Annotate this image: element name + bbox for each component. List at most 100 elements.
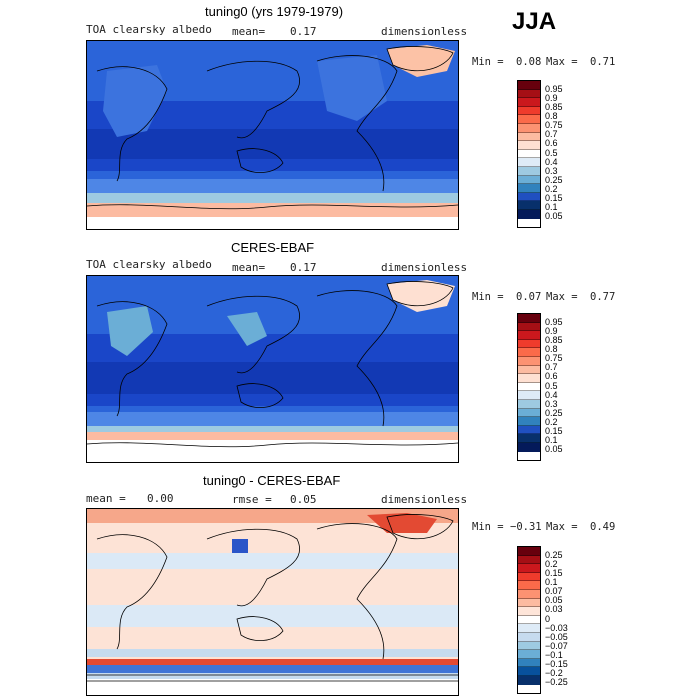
colorbar-tick-label: −0.1 [545, 650, 563, 660]
colorbar-swatch [518, 607, 540, 616]
colorbar-swatch [518, 598, 540, 608]
colorbar-tick-label: 0.75 [545, 120, 563, 131]
colorbar-tick-label: 0.15 [545, 426, 563, 437]
colorbar-tick-label: 0.25 [545, 174, 563, 185]
colorbar-tick-label: 0.8 [545, 344, 558, 354]
colorbar-swatch [518, 98, 540, 107]
colorbar-tick-label: 0.7 [545, 129, 558, 140]
colorbar-swatch [518, 322, 540, 332]
colorbar-tick-label: 0.1 [545, 435, 558, 446]
colorbar-tick-label: 0.3 [545, 398, 558, 409]
colorbar-tick-label: 0.7 [545, 362, 558, 373]
panel-1-min-label: Min = [472, 56, 504, 68]
colorbar-swatch [518, 391, 540, 400]
panel-1-max-label: Max = [546, 56, 578, 68]
colorbar-swatch [518, 175, 540, 185]
panel-1-map [86, 40, 459, 230]
colorbar-tick-label: 0.4 [545, 156, 558, 167]
colorbar-tick-label: 0.15 [545, 193, 563, 204]
panel-3-colorbar [517, 546, 541, 694]
panel-2-map-svg [87, 276, 458, 462]
colorbar-swatch [518, 89, 540, 99]
colorbar-swatch [518, 667, 540, 676]
panel-3-mean-label: mean = [86, 492, 126, 505]
panel-2-max-label: Max = [546, 291, 578, 303]
colorbar-swatch [518, 348, 540, 357]
colorbar-tick-label: 0.1 [545, 202, 558, 213]
colorbar-tick-label: 0.05 [545, 444, 563, 455]
panel-3-units: dimensionless [381, 493, 468, 506]
colorbar-swatch [518, 615, 540, 625]
panel-2-variable: TOA clearsky albedo [86, 258, 212, 271]
colorbar-tick-label: 0.2 [545, 184, 558, 194]
colorbar-swatch [518, 106, 540, 116]
colorbar-swatch [518, 132, 540, 142]
panel-2-colorbar [517, 313, 541, 461]
colorbar-tick-label: 0.6 [545, 371, 558, 382]
colorbar-tick-label: −0.05 [545, 631, 568, 642]
colorbar-swatch [518, 192, 540, 202]
panel-3-mean-value: 0.00 [147, 492, 174, 505]
panel-3-max-label: Max = [546, 521, 578, 533]
colorbar-swatch [518, 650, 540, 659]
colorbar-swatch [518, 339, 540, 349]
panel-2-mean-label: mean= [232, 261, 266, 274]
colorbar-swatch [518, 675, 540, 685]
colorbar-swatch [518, 417, 540, 426]
colorbar-swatch [518, 314, 540, 323]
colorbar-tick-label: 0.8 [545, 111, 558, 121]
colorbar-swatch [518, 564, 540, 573]
colorbar-swatch [518, 141, 540, 150]
colorbar-swatch [518, 331, 540, 340]
panel-2-mean-value: 0.17 [290, 261, 317, 274]
colorbar-tick-label: 0.9 [545, 325, 558, 336]
colorbar-swatch [518, 184, 540, 193]
colorbar-tick-label: 0.85 [545, 101, 563, 112]
panel-3-map [86, 508, 459, 696]
colorbar-swatch [518, 555, 540, 565]
colorbar-tick-label: 0.5 [545, 147, 558, 158]
colorbar-swatch [518, 547, 540, 556]
colorbar-swatch [518, 632, 540, 642]
colorbar-tick-label: 0.25 [545, 407, 563, 418]
panel-2-max-value: 0.77 [590, 291, 616, 303]
colorbar-tick-label: −0.03 [545, 622, 568, 633]
colorbar-tick-label: 0.4 [545, 389, 558, 400]
panel-2-units: dimensionless [381, 261, 468, 274]
colorbar-swatch [518, 158, 540, 167]
colorbar-swatch [518, 572, 540, 582]
colorbar-swatch [518, 408, 540, 418]
panel-3-map-svg [87, 509, 458, 695]
panel-3-title: tuning0 - CERES-EBAF [203, 473, 341, 488]
colorbar-tick-label: 0.5 [545, 380, 558, 391]
panel-3-rmse-label: rmse = [232, 493, 272, 506]
colorbar-swatch [518, 624, 540, 633]
colorbar-swatch [518, 425, 540, 435]
colorbar-tick-label: −0.2 [545, 668, 563, 679]
panel-3-min-label: Min = [472, 521, 504, 533]
colorbar-swatch [518, 641, 540, 651]
panel-3-max-value: 0.49 [590, 521, 616, 533]
colorbar-swatch [518, 201, 540, 210]
panel-3-min-value: −0.31 [510, 521, 542, 533]
colorbar-swatch [518, 589, 540, 599]
colorbar-tick-label: 0 [545, 613, 551, 624]
colorbar-tick-label: 0.2 [545, 417, 558, 427]
colorbar-tick-label: 0.85 [545, 334, 563, 345]
panel-1-min-value: 0.08 [516, 56, 542, 68]
colorbar-tick-label: 0.15 [545, 567, 563, 578]
colorbar-swatch [518, 123, 540, 133]
panel-1-mean-value: 0.17 [290, 25, 317, 38]
colorbar-swatch [518, 81, 540, 90]
colorbar-swatch [518, 374, 540, 383]
colorbar-swatch [518, 399, 540, 409]
panel-1-title: tuning0 (yrs 1979-1979) [205, 4, 344, 19]
panel-1-units: dimensionless [381, 25, 468, 38]
colorbar-tick-label: 0.9 [545, 92, 558, 103]
panel-2-min-value: 0.07 [516, 291, 542, 303]
colorbar-swatch [518, 115, 540, 124]
colorbar-tick-label: 0.75 [545, 353, 563, 364]
panel-1-variable: TOA clearsky albedo [86, 23, 212, 36]
colorbar-tick-label: 0.03 [545, 604, 563, 615]
colorbar-tick-label: 0.2 [545, 558, 558, 569]
